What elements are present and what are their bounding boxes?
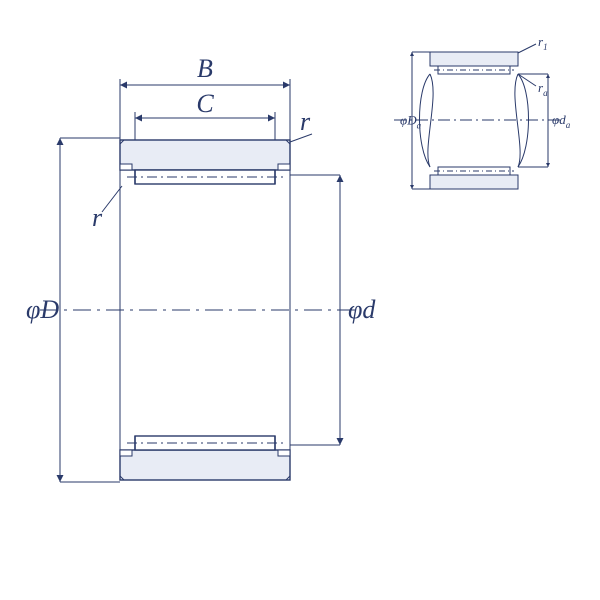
small-label-phiDa: φDa [400, 113, 422, 131]
small-label-phida: φda [552, 112, 571, 130]
label-phiD: φD [26, 295, 59, 324]
small-label-ra: ra [538, 80, 548, 98]
label-r-top: r [300, 107, 311, 136]
small-cross-section: r1 ra φDa φda [394, 34, 571, 189]
label-C: C [196, 89, 214, 118]
label-B: B [197, 54, 213, 83]
label-r-left: r [92, 203, 103, 232]
main-cross-section: BCr r φD φd [26, 54, 376, 482]
label-phid: φd [348, 295, 376, 324]
small-label-r1: r1 [538, 34, 548, 52]
